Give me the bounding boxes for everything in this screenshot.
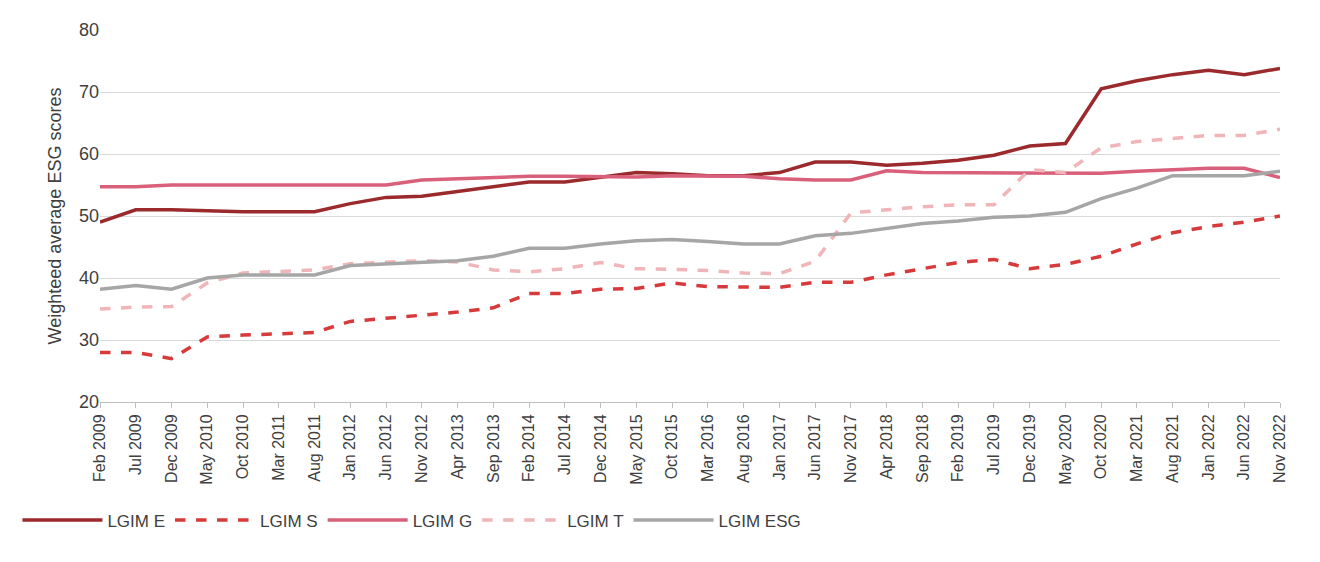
svg-text:Apr 2013: Apr 2013 [449, 414, 466, 479]
svg-text:Apr 2018: Apr 2018 [878, 414, 895, 479]
svg-text:80: 80 [79, 20, 99, 40]
svg-text:Oct 2015: Oct 2015 [663, 414, 680, 479]
svg-text:Aug 2016: Aug 2016 [735, 414, 752, 483]
svg-text:LGIM S: LGIM S [260, 512, 318, 531]
svg-text:Feb 2009: Feb 2009 [91, 414, 108, 482]
svg-text:Oct 2020: Oct 2020 [1092, 414, 1109, 479]
svg-text:Sep 2018: Sep 2018 [914, 414, 931, 483]
svg-text:Jan 2012: Jan 2012 [342, 414, 359, 480]
svg-text:LGIM E: LGIM E [107, 512, 165, 531]
svg-text:Dec 2014: Dec 2014 [592, 414, 609, 483]
svg-text:Mar 2021: Mar 2021 [1128, 414, 1145, 482]
svg-text:Jun 2022: Jun 2022 [1235, 414, 1252, 480]
svg-text:Jan 2017: Jan 2017 [771, 414, 788, 480]
svg-text:Mar 2011: Mar 2011 [270, 414, 287, 481]
svg-text:50: 50 [79, 206, 99, 226]
svg-text:Oct 2010: Oct 2010 [234, 414, 251, 479]
svg-text:Feb 2014: Feb 2014 [520, 414, 537, 482]
svg-text:Jan 2022: Jan 2022 [1200, 414, 1217, 480]
svg-text:LGIM G: LGIM G [413, 512, 473, 531]
svg-text:70: 70 [79, 82, 99, 102]
svg-text:Jul 2009: Jul 2009 [127, 414, 144, 475]
svg-text:Feb 2019: Feb 2019 [949, 414, 966, 482]
svg-text:Jul 2019: Jul 2019 [985, 414, 1002, 475]
svg-text:Nov 2022: Nov 2022 [1271, 414, 1288, 483]
svg-text:Jun 2012: Jun 2012 [377, 414, 394, 480]
svg-text:Mar 2016: Mar 2016 [699, 414, 716, 482]
svg-text:Dec 2019: Dec 2019 [1021, 414, 1038, 483]
svg-text:Jul 2014: Jul 2014 [556, 414, 573, 475]
svg-text:40: 40 [79, 268, 99, 288]
svg-text:May 2010: May 2010 [198, 414, 215, 484]
svg-text:Aug 2011: Aug 2011 [306, 414, 323, 481]
svg-text:20: 20 [79, 392, 99, 412]
svg-text:May 2020: May 2020 [1057, 414, 1074, 484]
svg-text:Nov 2017: Nov 2017 [842, 414, 859, 483]
svg-text:May 2015: May 2015 [628, 414, 645, 484]
svg-text:60: 60 [79, 144, 99, 164]
svg-text:LGIM ESG: LGIM ESG [719, 512, 801, 531]
svg-text:Nov 2012: Nov 2012 [413, 414, 430, 483]
svg-text:Sep 2013: Sep 2013 [485, 414, 502, 483]
svg-text:Jun 2017: Jun 2017 [806, 414, 823, 480]
svg-text:Aug 2021: Aug 2021 [1164, 414, 1181, 483]
svg-text:LGIM T: LGIM T [567, 512, 623, 531]
svg-text:Weighteed average ESG scores: Weighteed average ESG scores [45, 88, 65, 345]
svg-text:30: 30 [79, 330, 99, 350]
svg-text:Dec 2009: Dec 2009 [163, 414, 180, 483]
